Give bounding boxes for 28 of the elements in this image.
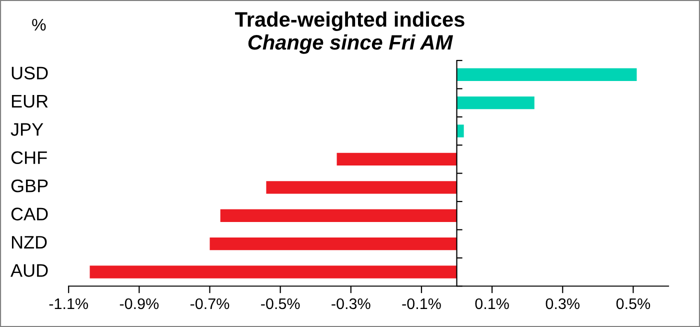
chart-title: Trade-weighted indices [235, 12, 464, 32]
bar [456, 124, 464, 138]
bar [456, 68, 637, 81]
y-tick-label: NZD [12, 236, 47, 248]
y-tick-label: CHF [11, 151, 47, 164]
y-tick-label: AUD [10, 264, 48, 277]
bar [456, 96, 534, 110]
x-tick-label: -0.5% [261, 298, 300, 310]
y-axis-title: % [32, 18, 46, 31]
x-tick-label: -0.1% [402, 298, 441, 310]
bar [210, 237, 457, 250]
chart-subtitle: Change since Fri AM [248, 34, 454, 54]
x-tick-label: 0.1% [475, 298, 509, 310]
y-tick-label: USD [12, 66, 48, 80]
y-tick-label: JPY [10, 123, 44, 136]
x-tick-label: -0.7% [190, 298, 230, 310]
x-tick-label: -0.9% [120, 298, 159, 310]
bar [90, 266, 457, 278]
y-tick-label: GBP [11, 179, 48, 192]
y-tick-label: CAD [11, 208, 48, 220]
bar [336, 152, 457, 166]
x-tick-label: 0.3% [546, 298, 580, 310]
x-tick-label: -0.3% [332, 298, 370, 310]
bar [266, 181, 457, 194]
x-tick-label: 0.5% [616, 298, 650, 310]
y-tick-label: EUR [12, 95, 48, 108]
bar [220, 209, 457, 222]
x-tick-label: -1.1% [49, 298, 88, 310]
